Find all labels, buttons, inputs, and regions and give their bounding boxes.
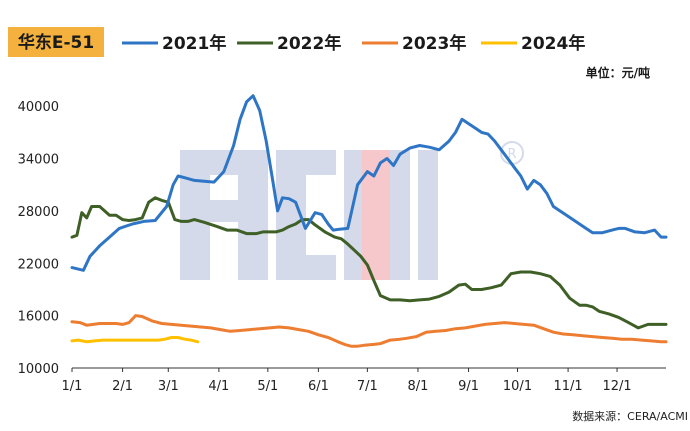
x-tick-label: 4/1 [208, 379, 229, 394]
x-tick-label: 7/1 [357, 379, 378, 394]
series-line-2021年 [70, 94, 668, 272]
legend: 2021年 2022年 2023年 2024年 [122, 33, 585, 54]
x-tick-label: 1/1 [62, 379, 83, 394]
title-box [8, 27, 104, 57]
unit-label: 单位：元/吨 [586, 65, 650, 80]
legend-label: 2022年 [277, 33, 341, 54]
legend-label: 2023年 [402, 33, 466, 54]
y-tick-label: 28000 [18, 205, 59, 220]
x-tick-label: 9/1 [458, 379, 479, 394]
y-tick-label: 34000 [18, 153, 59, 168]
x-tick-label: 11/1 [553, 379, 582, 394]
x-tick-label: 3/1 [158, 379, 179, 394]
x-tick-label: 6/1 [308, 379, 329, 394]
x-tick-label: 5/1 [257, 379, 278, 394]
source-note: 数据来源：CERA/ACMI [572, 409, 688, 423]
series-line-2023年 [70, 314, 668, 348]
x-tick-label: 12/1 [602, 379, 631, 394]
y-tick-label: 22000 [18, 257, 59, 272]
legend-label: 2024年 [521, 33, 585, 54]
x-tick-label: 2/1 [112, 379, 133, 394]
x-axis-ticks: 1/1 2/1 3/1 4/1 5/1 6/1 7/1 8/1 9/1 10/1 11/1 12/1 [62, 368, 632, 394]
series-layer [70, 94, 668, 348]
y-tick-label: 16000 [18, 310, 59, 325]
chart-title: 华东E-51 [18, 32, 94, 53]
series-line-2022年 [70, 196, 668, 330]
series-line-2024年 [70, 336, 200, 344]
legend-label: 2021年 [162, 33, 226, 54]
acmi-watermark-logo: R [180, 141, 524, 280]
svg-text:R: R [507, 147, 516, 162]
y-tick-label: 40000 [18, 100, 59, 115]
y-tick-label: 10000 [18, 362, 59, 377]
x-tick-label: 10/1 [503, 379, 532, 394]
x-tick-label: 8/1 [407, 379, 428, 394]
y-axis-ticks: 10000 16000 22000 28000 34000 40000 [18, 100, 59, 377]
